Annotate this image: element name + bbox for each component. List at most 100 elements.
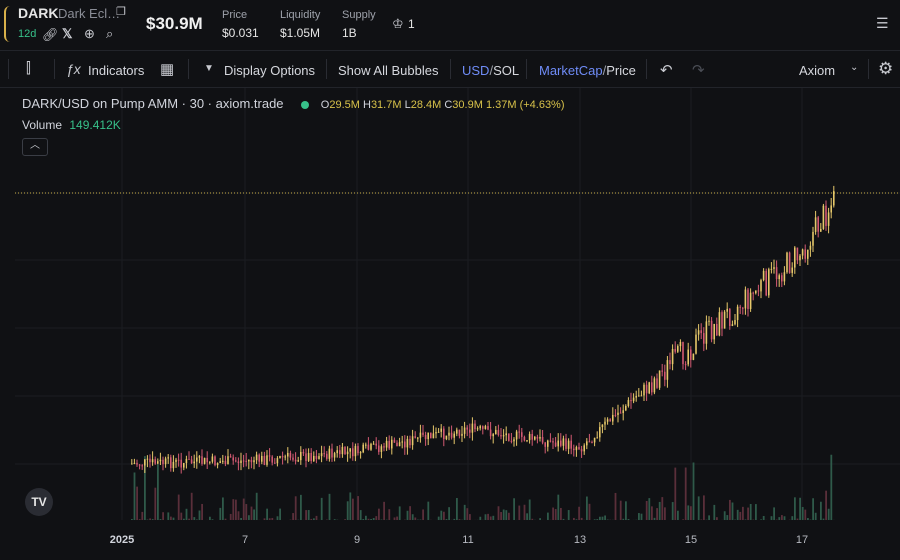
volume-bar <box>144 456 146 520</box>
volume-bar <box>593 519 596 520</box>
volume-bar <box>812 498 814 520</box>
volume-bar <box>242 498 245 520</box>
volume-bar <box>352 498 354 520</box>
gear-icon[interactable]: ⚙ <box>878 59 894 78</box>
candle-body <box>162 459 164 465</box>
list-icon[interactable]: ☰ <box>876 15 889 31</box>
candle-body <box>591 441 593 443</box>
candle-body <box>198 456 201 458</box>
collapse-legend-button[interactable]: ︿ <box>22 138 48 156</box>
chevron-down-icon[interactable]: ⌄ <box>850 62 859 73</box>
currency-usd[interactable]: USD <box>462 63 490 78</box>
price-chart[interactable]: 2025 7 9 11 13 15 17 <box>0 88 900 560</box>
volume-bar <box>440 510 443 520</box>
candle-body <box>703 333 705 344</box>
symbol-title[interactable]: DARK/USD on Pump AMM · 30 · axiom.trade <box>22 96 284 111</box>
candle-body <box>812 231 814 246</box>
source-select[interactable]: Axiom <box>799 63 836 78</box>
candle-body <box>788 252 791 273</box>
volume-bar <box>367 518 370 520</box>
candle-body <box>188 458 190 460</box>
candle-body <box>526 440 528 442</box>
volume-bar <box>661 497 664 520</box>
candle-body <box>531 433 533 440</box>
volume-bar <box>528 499 531 520</box>
volume-bar <box>573 517 575 520</box>
volume-bar <box>279 508 281 520</box>
candle-body <box>136 462 138 465</box>
volume-bar <box>393 517 396 520</box>
currency-sol[interactable]: SOL <box>493 63 520 78</box>
volume-bar <box>198 510 201 520</box>
candle-body <box>151 459 154 463</box>
candle-body <box>562 438 565 446</box>
volume-bar <box>188 518 190 520</box>
candle-body <box>261 455 263 462</box>
indicators-button[interactable]: Indicators <box>88 63 145 78</box>
candle-body <box>214 456 216 466</box>
volume-bar <box>697 496 700 520</box>
volume-bar <box>827 508 830 520</box>
candle-body <box>297 460 299 462</box>
x-icon[interactable]: 𝕏 <box>62 26 73 41</box>
candle-body <box>453 433 455 438</box>
globe-icon[interactable]: ⊕ <box>84 26 95 41</box>
volume-bar <box>248 515 250 520</box>
candle-body <box>206 457 208 463</box>
show-all-bubbles-button[interactable]: Show All Bubbles <box>338 63 439 78</box>
candle-body <box>479 426 481 429</box>
redo-icon[interactable]: ↷ <box>692 62 705 79</box>
volume-bar <box>820 501 822 520</box>
candles-icon[interactable]: ⫿ <box>26 60 31 77</box>
candle-body <box>752 292 754 294</box>
candle-body <box>185 458 188 464</box>
volume-bar <box>739 511 742 520</box>
volume-bar <box>557 494 560 520</box>
volume-bar <box>131 518 133 520</box>
tradingview-logo[interactable]: TV <box>25 488 53 516</box>
volume-bar <box>453 518 456 520</box>
candle-body <box>710 320 713 340</box>
candle-body <box>731 324 734 326</box>
layout-grid-icon[interactable]: ▦ <box>160 61 175 78</box>
candle-body <box>146 458 149 460</box>
fx-icon[interactable]: ƒx <box>66 61 81 77</box>
candle-body <box>320 453 323 457</box>
candle-body <box>268 455 271 457</box>
undo-icon[interactable]: ↶ <box>660 62 673 79</box>
candle-body <box>175 459 177 462</box>
candle-body <box>552 441 554 443</box>
candle-body <box>822 205 825 229</box>
candle-body <box>697 330 700 335</box>
volume-bar <box>232 499 235 520</box>
caret-down-icon[interactable]: ▼ <box>204 63 214 74</box>
x-tick-label: 13 <box>574 534 586 546</box>
candle-body <box>619 412 622 414</box>
candle-body <box>131 463 133 465</box>
copy-icon[interactable]: ❐ <box>116 6 126 18</box>
candle-body <box>664 371 666 380</box>
candle-body <box>375 443 377 446</box>
candle-body <box>799 255 801 261</box>
candle-body <box>534 436 536 440</box>
volume-bar <box>625 501 627 520</box>
volume-bar <box>320 497 323 520</box>
volume-value: 149.412K <box>69 118 121 132</box>
currency-toggle[interactable]: USD/SOL <box>462 63 519 78</box>
display-options-button[interactable]: Display Options <box>224 63 316 78</box>
mode-toggle[interactable]: MarketCap/Price <box>539 63 636 78</box>
volume-bar <box>229 513 232 520</box>
candle-body <box>154 459 156 464</box>
candle-body <box>713 323 715 340</box>
volume-bar <box>489 516 492 520</box>
candle-body <box>232 457 234 461</box>
mode-price[interactable]: Price <box>606 63 636 78</box>
candle-body <box>726 308 728 312</box>
link-icon[interactable]: 🔗︎ <box>42 27 59 42</box>
mode-marketcap[interactable]: MarketCap <box>539 63 603 78</box>
candle-body <box>770 268 773 270</box>
volume-bar <box>167 512 170 520</box>
x-tick-label: 17 <box>796 534 808 546</box>
token-avatar[interactable] <box>4 6 16 42</box>
search-icon[interactable]: ⌕ <box>106 26 114 41</box>
